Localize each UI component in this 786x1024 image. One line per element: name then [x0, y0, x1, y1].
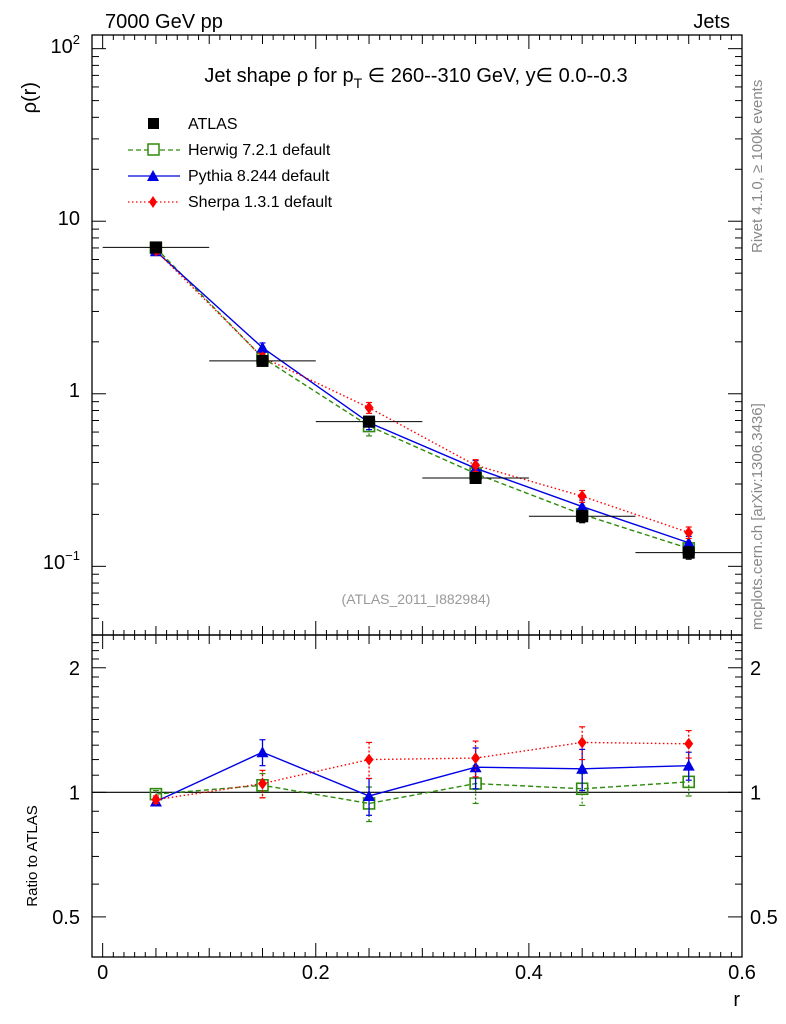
y-tick-label-1: 1: [69, 380, 80, 402]
main-panel: Jet shape ρ for pT ∈ 260--310 GeV, y∈ 0.…: [19, 32, 743, 636]
y-tick-label-10: 10: [58, 208, 80, 230]
main-point-data: [682, 546, 695, 559]
legend-marker-herwig: [147, 143, 160, 156]
main-point-pythia: [256, 341, 269, 353]
ratio-series: [92, 726, 742, 823]
main-point-data: [469, 472, 482, 485]
legend-marker-pythia: [147, 170, 159, 181]
main-series-pythia: [149, 245, 695, 551]
ratio-series-sherpa: [151, 726, 694, 806]
main-title: Jet shape ρ for pT ∈ 260--310 GeV, y∈ 0.…: [204, 65, 627, 91]
ratio-point-sherpa: [471, 752, 481, 765]
ratio-y-tick-label: 1: [69, 782, 80, 804]
x-tick-label: 0.6: [728, 962, 756, 984]
ratio-y-tick-label: 2: [69, 658, 80, 680]
ratio-point-sherpa: [151, 793, 161, 806]
main-point-data: [363, 415, 376, 428]
main-series-sherpa: [151, 244, 694, 540]
main-point-data: [149, 241, 162, 254]
legend-entry-pythia: Pythia 8.244 default: [128, 168, 330, 185]
main-line-sherpa: [155, 250, 689, 534]
ratio-point-sherpa: [577, 736, 587, 749]
ratio-point-sherpa: [684, 737, 694, 750]
main-point-sherpa: [471, 459, 481, 472]
ratio-point-sherpa: [364, 753, 374, 766]
header-left: 7000 GeV pp: [105, 11, 223, 33]
main-point-sherpa: [684, 526, 694, 539]
y-tick-label-0p1: 10−1: [43, 548, 80, 574]
side-label-rivet: Rivet 4.1.0, ≥ 100k events: [749, 80, 766, 253]
analysis-watermark: (ATLAS_2011_I882984): [342, 591, 491, 607]
legend-label-pythia: Pythia 8.244 default: [188, 168, 330, 185]
ratio-panel: Ratio to ATLAS r 0 0.2 0.4 0.6 0.5 0.5 1 1 2 2: [24, 634, 778, 1011]
ratio-point-pythia: [256, 746, 269, 758]
ratio-line-sherpa: [155, 741, 689, 801]
legend-label-atlas: ATLAS: [188, 116, 238, 133]
ratio-frame: [91, 634, 743, 958]
y-tick-label-100: 102: [51, 32, 80, 58]
legend-entry-sherpa: Sherpa 1.3.1 default: [128, 194, 333, 211]
x-tick-label: 0.2: [302, 962, 330, 984]
ratio-y-tick-label-right: 1: [750, 782, 761, 804]
main-series: [102, 241, 742, 560]
ratio-line-herwig: [155, 781, 689, 805]
legend: ATLAS Herwig 7.2.1 default Pythia 8.244 …: [128, 116, 333, 211]
ratio-y-tick-label-right: 0.5: [750, 907, 778, 929]
ratio-y-label: Ratio to ATLAS: [24, 805, 41, 906]
header-right: Jets: [693, 11, 730, 33]
main-point-pythia: [682, 536, 695, 548]
ratio-point-pythia: [682, 759, 695, 771]
main-y-ticks: [91, 35, 743, 636]
ratio-y-tick-label: 0.5: [52, 907, 80, 929]
legend-label-sherpa: Sherpa 1.3.1 default: [188, 194, 333, 211]
ratio-point-sherpa: [257, 777, 267, 790]
main-line-herwig: [155, 247, 689, 550]
main-point-pythia: [576, 500, 589, 512]
legend-label-herwig: Herwig 7.2.1 default: [188, 142, 331, 159]
legend-marker-sherpa: [149, 196, 157, 208]
legend-entry-atlas: ATLAS: [148, 116, 238, 133]
main-series-data: [102, 241, 742, 560]
ratio-line-pythia: [155, 751, 689, 803]
x-tick-label: 0: [97, 962, 108, 984]
ratio-axes: 0 0.2 0.4 0.6 0.5 0.5 1 1 2 2: [52, 634, 778, 984]
ratio-y-tick-label-right: 2: [750, 658, 761, 680]
legend-entry-herwig: Herwig 7.2.1 default: [128, 142, 331, 159]
x-axis-label: r: [733, 989, 740, 1011]
ratio-point-pythia: [363, 789, 376, 801]
main-series-herwig: [149, 241, 696, 556]
ratio-point-pythia: [576, 762, 589, 774]
legend-marker-atlas: [148, 118, 159, 129]
main-point-data: [256, 354, 269, 367]
main-point-sherpa: [364, 401, 374, 414]
main-point-sherpa: [577, 490, 587, 503]
main-line-pythia: [155, 250, 689, 544]
side-label-mcplots: mcplots.cern.ch [arXiv:1306.3436]: [749, 403, 766, 630]
main-y-label: ρ(r): [19, 82, 41, 113]
main-point-data: [576, 510, 589, 523]
x-tick-label: 0.4: [515, 962, 543, 984]
